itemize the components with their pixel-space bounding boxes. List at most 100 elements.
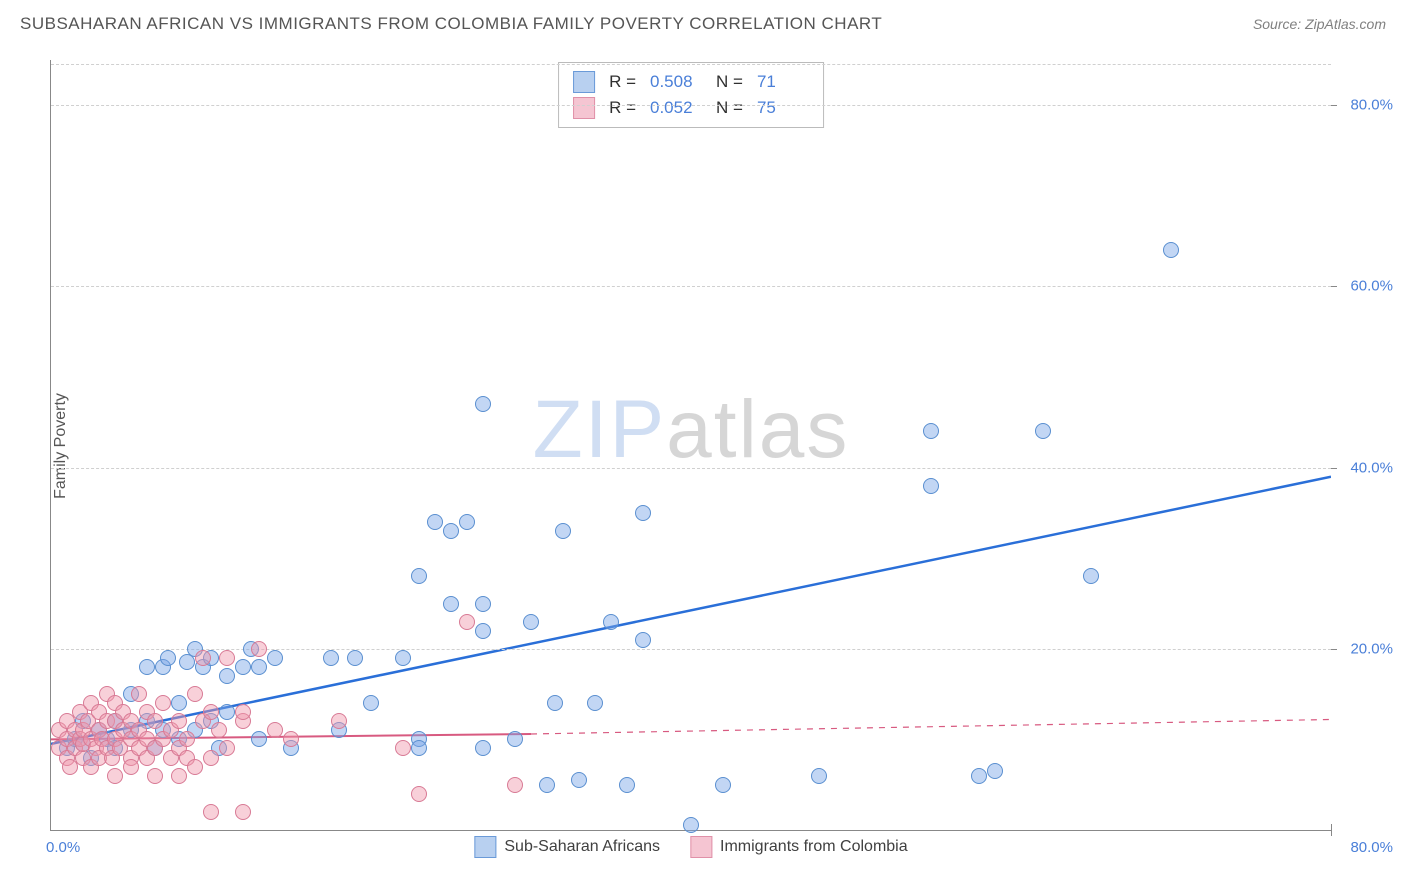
legend-swatch-b <box>690 836 712 858</box>
gridline <box>51 64 1331 65</box>
stat-label-r: R = <box>609 98 636 118</box>
data-point-series-b <box>331 713 347 729</box>
data-point-series-b <box>395 740 411 756</box>
data-point-series-a <box>219 704 235 720</box>
data-point-series-b <box>235 704 251 720</box>
stat-label-n: N = <box>716 72 743 92</box>
data-point-series-b <box>203 704 219 720</box>
data-point-series-a <box>459 514 475 530</box>
gridline <box>51 286 1331 287</box>
data-point-series-b <box>131 686 147 702</box>
data-point-series-b <box>211 722 227 738</box>
data-point-series-b <box>147 768 163 784</box>
data-point-series-a <box>235 659 251 675</box>
data-point-series-a <box>971 768 987 784</box>
data-point-series-a <box>347 650 363 666</box>
data-point-series-b <box>251 641 267 657</box>
data-point-series-a <box>635 632 651 648</box>
data-point-series-b <box>187 686 203 702</box>
data-point-series-a <box>1035 423 1051 439</box>
data-point-series-a <box>443 596 459 612</box>
data-point-series-a <box>683 817 699 833</box>
data-point-series-b <box>203 804 219 820</box>
x-axis-max-label: 80.0% <box>1350 839 1393 856</box>
data-point-series-a <box>987 763 1003 779</box>
gridline <box>51 468 1331 469</box>
data-point-series-a <box>571 772 587 788</box>
data-point-series-a <box>443 523 459 539</box>
data-point-series-a <box>1083 568 1099 584</box>
data-point-series-a <box>1163 242 1179 258</box>
stat-label-n: N = <box>716 98 743 118</box>
chart-title: SUBSAHARAN AFRICAN VS IMMIGRANTS FROM CO… <box>20 14 882 34</box>
y-tick-label: 20.0% <box>1338 640 1393 657</box>
data-point-series-a <box>267 650 283 666</box>
trend-line <box>531 719 1331 733</box>
data-point-series-b <box>267 722 283 738</box>
watermark-zip: ZIP <box>533 384 667 475</box>
data-point-series-a <box>923 478 939 494</box>
data-point-series-b <box>187 759 203 775</box>
y-tick-label: 80.0% <box>1338 97 1393 114</box>
data-point-series-a <box>635 505 651 521</box>
data-point-series-a <box>475 740 491 756</box>
data-point-series-b <box>203 750 219 766</box>
stats-row-series-b: R = 0.052 N = 75 <box>573 95 809 121</box>
data-point-series-b <box>235 804 251 820</box>
data-point-series-a <box>219 668 235 684</box>
data-point-series-a <box>411 568 427 584</box>
data-point-series-a <box>323 650 339 666</box>
data-point-series-a <box>539 777 555 793</box>
data-point-series-a <box>587 695 603 711</box>
data-point-series-a <box>251 731 267 747</box>
data-point-series-b <box>507 777 523 793</box>
legend-item-series-a: Sub-Saharan Africans <box>474 836 660 858</box>
data-point-series-b <box>459 614 475 630</box>
data-point-series-a <box>555 523 571 539</box>
data-point-series-b <box>155 695 171 711</box>
y-tick-label: 40.0% <box>1338 459 1393 476</box>
data-point-series-a <box>475 596 491 612</box>
data-point-series-a <box>171 695 187 711</box>
stat-n-series-a: 71 <box>757 72 809 92</box>
swatch-series-a <box>573 71 595 93</box>
data-point-series-b <box>195 650 211 666</box>
data-point-series-a <box>923 423 939 439</box>
legend-item-series-b: Immigrants from Colombia <box>690 836 908 858</box>
data-point-series-b <box>219 650 235 666</box>
stat-label-r: R = <box>609 72 636 92</box>
data-point-series-b <box>171 713 187 729</box>
watermark: ZIPatlas <box>533 383 850 477</box>
data-point-series-a <box>547 695 563 711</box>
gridline <box>51 105 1331 106</box>
bottom-legend: Sub-Saharan Africans Immigrants from Col… <box>474 836 907 858</box>
data-point-series-a <box>507 731 523 747</box>
y-tick-label: 60.0% <box>1338 278 1393 295</box>
data-point-series-b <box>123 759 139 775</box>
legend-label-a: Sub-Saharan Africans <box>504 838 660 856</box>
data-point-series-a <box>160 650 176 666</box>
data-point-series-b <box>107 768 123 784</box>
data-point-series-a <box>251 659 267 675</box>
data-point-series-a <box>179 654 195 670</box>
data-point-series-a <box>523 614 539 630</box>
legend-label-b: Immigrants from Colombia <box>720 838 908 856</box>
data-point-series-a <box>139 659 155 675</box>
legend-swatch-a <box>474 836 496 858</box>
data-point-series-a <box>411 740 427 756</box>
data-point-series-a <box>475 396 491 412</box>
source-attribution: Source: ZipAtlas.com <box>1253 16 1386 32</box>
stat-n-series-b: 75 <box>757 98 809 118</box>
data-point-series-a <box>427 514 443 530</box>
data-point-series-b <box>283 731 299 747</box>
stats-row-series-a: R = 0.508 N = 71 <box>573 69 809 95</box>
data-point-series-a <box>619 777 635 793</box>
stats-legend-box: R = 0.508 N = 71 R = 0.052 N = 75 <box>558 62 824 128</box>
data-point-series-a <box>475 623 491 639</box>
data-point-series-a <box>811 768 827 784</box>
watermark-atlas: atlas <box>666 384 849 475</box>
data-point-series-b <box>411 786 427 802</box>
data-point-series-b <box>179 731 195 747</box>
scatter-plot-area: ZIPatlas R = 0.508 N = 71 R = 0.052 N = … <box>50 60 1331 831</box>
data-point-series-b <box>147 713 163 729</box>
